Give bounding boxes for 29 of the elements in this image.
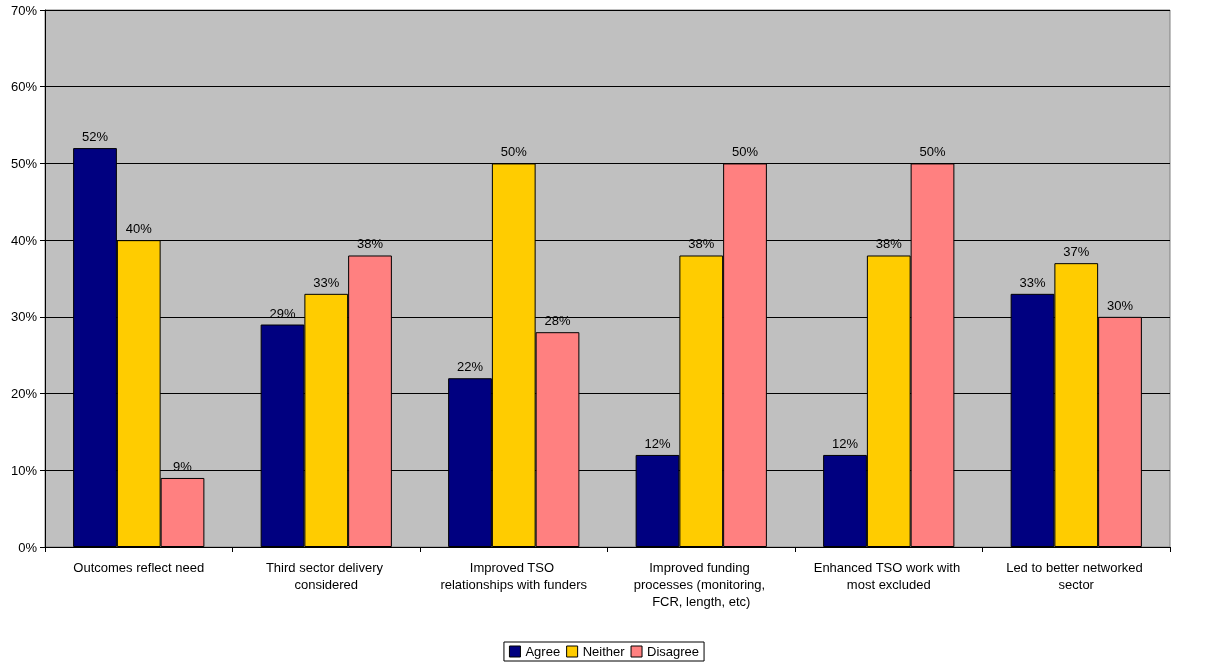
data-label: 33% — [313, 274, 340, 290]
data-label: 37% — [1063, 244, 1090, 260]
y-tick-label: 30% — [10, 309, 38, 325]
data-label: 50% — [500, 144, 528, 160]
x-tick-label: Third sector delivery considered — [265, 560, 387, 592]
data-label: 52% — [81, 129, 109, 145]
x-tick-label: Enhanced TSO work with most excluded — [813, 560, 964, 592]
data-label: 33% — [1019, 274, 1046, 290]
x-tick-label: Improved funding processes (monitoring, FCR, length, etc) — [633, 560, 769, 609]
legend-label: Agree — [525, 644, 561, 659]
y-tick-label: 60% — [10, 79, 38, 95]
data-label: 12% — [831, 435, 859, 451]
y-tick-label: 10% — [10, 462, 38, 478]
y-tick-label: 70% — [10, 2, 38, 18]
data-label: 12% — [644, 435, 671, 451]
y-tick-label: 20% — [10, 386, 38, 402]
y-tick-label: 40% — [10, 232, 38, 248]
y-tick-label: 0% — [18, 539, 38, 555]
legend-label: Disagree — [647, 644, 700, 659]
data-label: 50% — [731, 144, 759, 160]
x-tick-label: Outcomes reflect need — [73, 560, 205, 575]
data-label: 30% — [1106, 297, 1134, 313]
x-tick-label: Improved TSO relationships with funders — [440, 560, 588, 592]
data-label: 50% — [919, 144, 946, 160]
y-tick-label: 50% — [10, 155, 38, 171]
data-label: 22% — [456, 359, 484, 375]
legend-label: Neither — [582, 644, 626, 659]
data-label: 40% — [125, 221, 153, 237]
x-tick-label: Led to better networked sector — [1006, 560, 1147, 592]
